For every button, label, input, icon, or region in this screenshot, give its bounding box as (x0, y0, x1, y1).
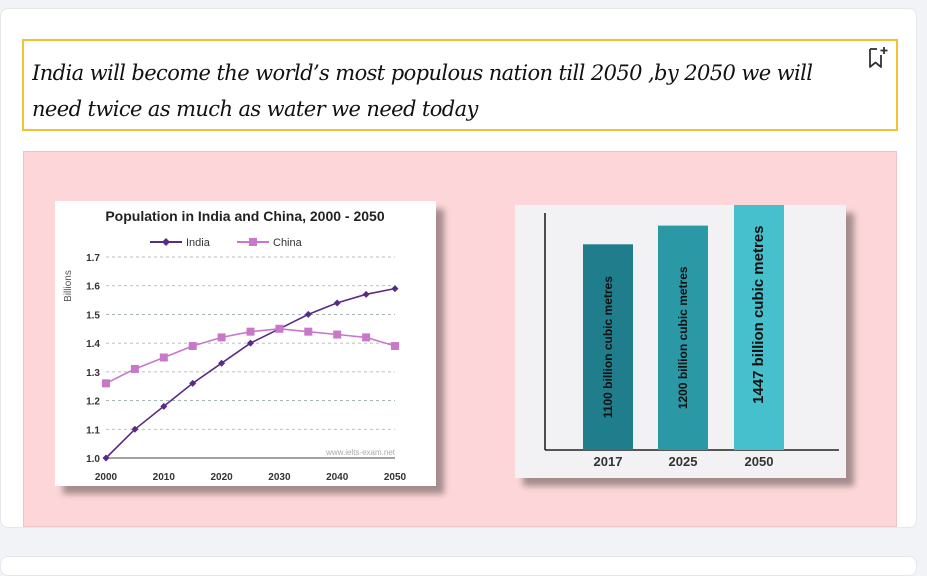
data-point-china (275, 324, 284, 333)
data-point-china (217, 333, 226, 342)
data-point-china (333, 330, 342, 339)
y-tick-label: 1.1 (86, 425, 100, 436)
y-tick-label: 1.2 (86, 397, 100, 408)
water-demand-chart: 1100 billion cubic metres 2017 1200 billio… (515, 179, 846, 478)
data-point-china (102, 379, 110, 388)
data-point-india (160, 402, 168, 410)
bar-2025 (658, 225, 708, 450)
legend-label-china: China (273, 237, 303, 249)
legend-label-india: India (186, 237, 211, 249)
bar-label: 1447 billion cubic metres (750, 226, 767, 404)
data-point-china (362, 333, 371, 342)
x-tick-label: 2050 (384, 472, 407, 483)
bookmark-add-icon[interactable] (867, 45, 889, 71)
y-tick-label: 1.7 (86, 253, 100, 264)
data-point-india (333, 299, 341, 307)
population-chart: Population in India and China, 2000 - 20… (55, 201, 436, 486)
data-point-china (304, 327, 313, 336)
water-demand-chart-svg: 1100 billion cubic metres 2017 1200 billio… (544, 179, 839, 469)
chart-title: Population in India and China, 2000 - 20… (105, 208, 384, 224)
y-tick-label: 1.3 (86, 368, 100, 379)
series-line-india (105, 287, 396, 459)
data-point-china (246, 327, 255, 336)
y-tick-label: 1.5 (86, 310, 100, 321)
population-chart-svg: Population in India and China, 2000 - 20… (63, 208, 407, 483)
data-point-india (218, 359, 226, 367)
bar-2050 (734, 179, 784, 450)
series-line-china (105, 327, 396, 385)
y-tick-label: 1.0 (86, 454, 100, 465)
caption-box: India will become the world’s most popul… (22, 39, 898, 131)
x-tick-label: 2040 (326, 472, 349, 483)
x-tick-label: 2050 (745, 454, 774, 469)
data-point-india (391, 285, 399, 293)
watermark-text: www.ielts-exam.net (325, 448, 396, 457)
data-point-india (362, 290, 370, 298)
y-tick-label: 1.6 (86, 282, 100, 293)
x-tick-label: 2030 (268, 472, 291, 483)
data-point-india (131, 425, 139, 433)
x-tick-label: 2000 (95, 472, 118, 483)
data-point-china (188, 342, 197, 351)
data-point-india (247, 339, 254, 347)
caption-text: India will become the world’s most popul… (32, 61, 813, 121)
legend-marker-india (162, 238, 170, 246)
x-tick-label: 2020 (210, 472, 233, 483)
next-card (0, 556, 917, 576)
bar-label: 1100 billion cubic metres (601, 276, 615, 418)
x-tick-label: 2010 (153, 472, 176, 483)
bar-label: 1200 billion cubic metres (676, 266, 690, 409)
data-point-india (189, 379, 197, 387)
data-point-india (102, 454, 110, 462)
legend-marker-china (249, 238, 257, 246)
bar-2017 (583, 244, 633, 450)
data-point-india (304, 310, 312, 318)
y-axis-label: Billions (63, 270, 74, 302)
data-point-china (130, 364, 139, 373)
y-tick-label: 1.4 (86, 339, 100, 350)
x-tick-label: 2017 (594, 454, 623, 469)
x-tick-label: 2025 (669, 454, 698, 469)
data-point-china (391, 342, 399, 351)
data-point-china (159, 353, 168, 362)
